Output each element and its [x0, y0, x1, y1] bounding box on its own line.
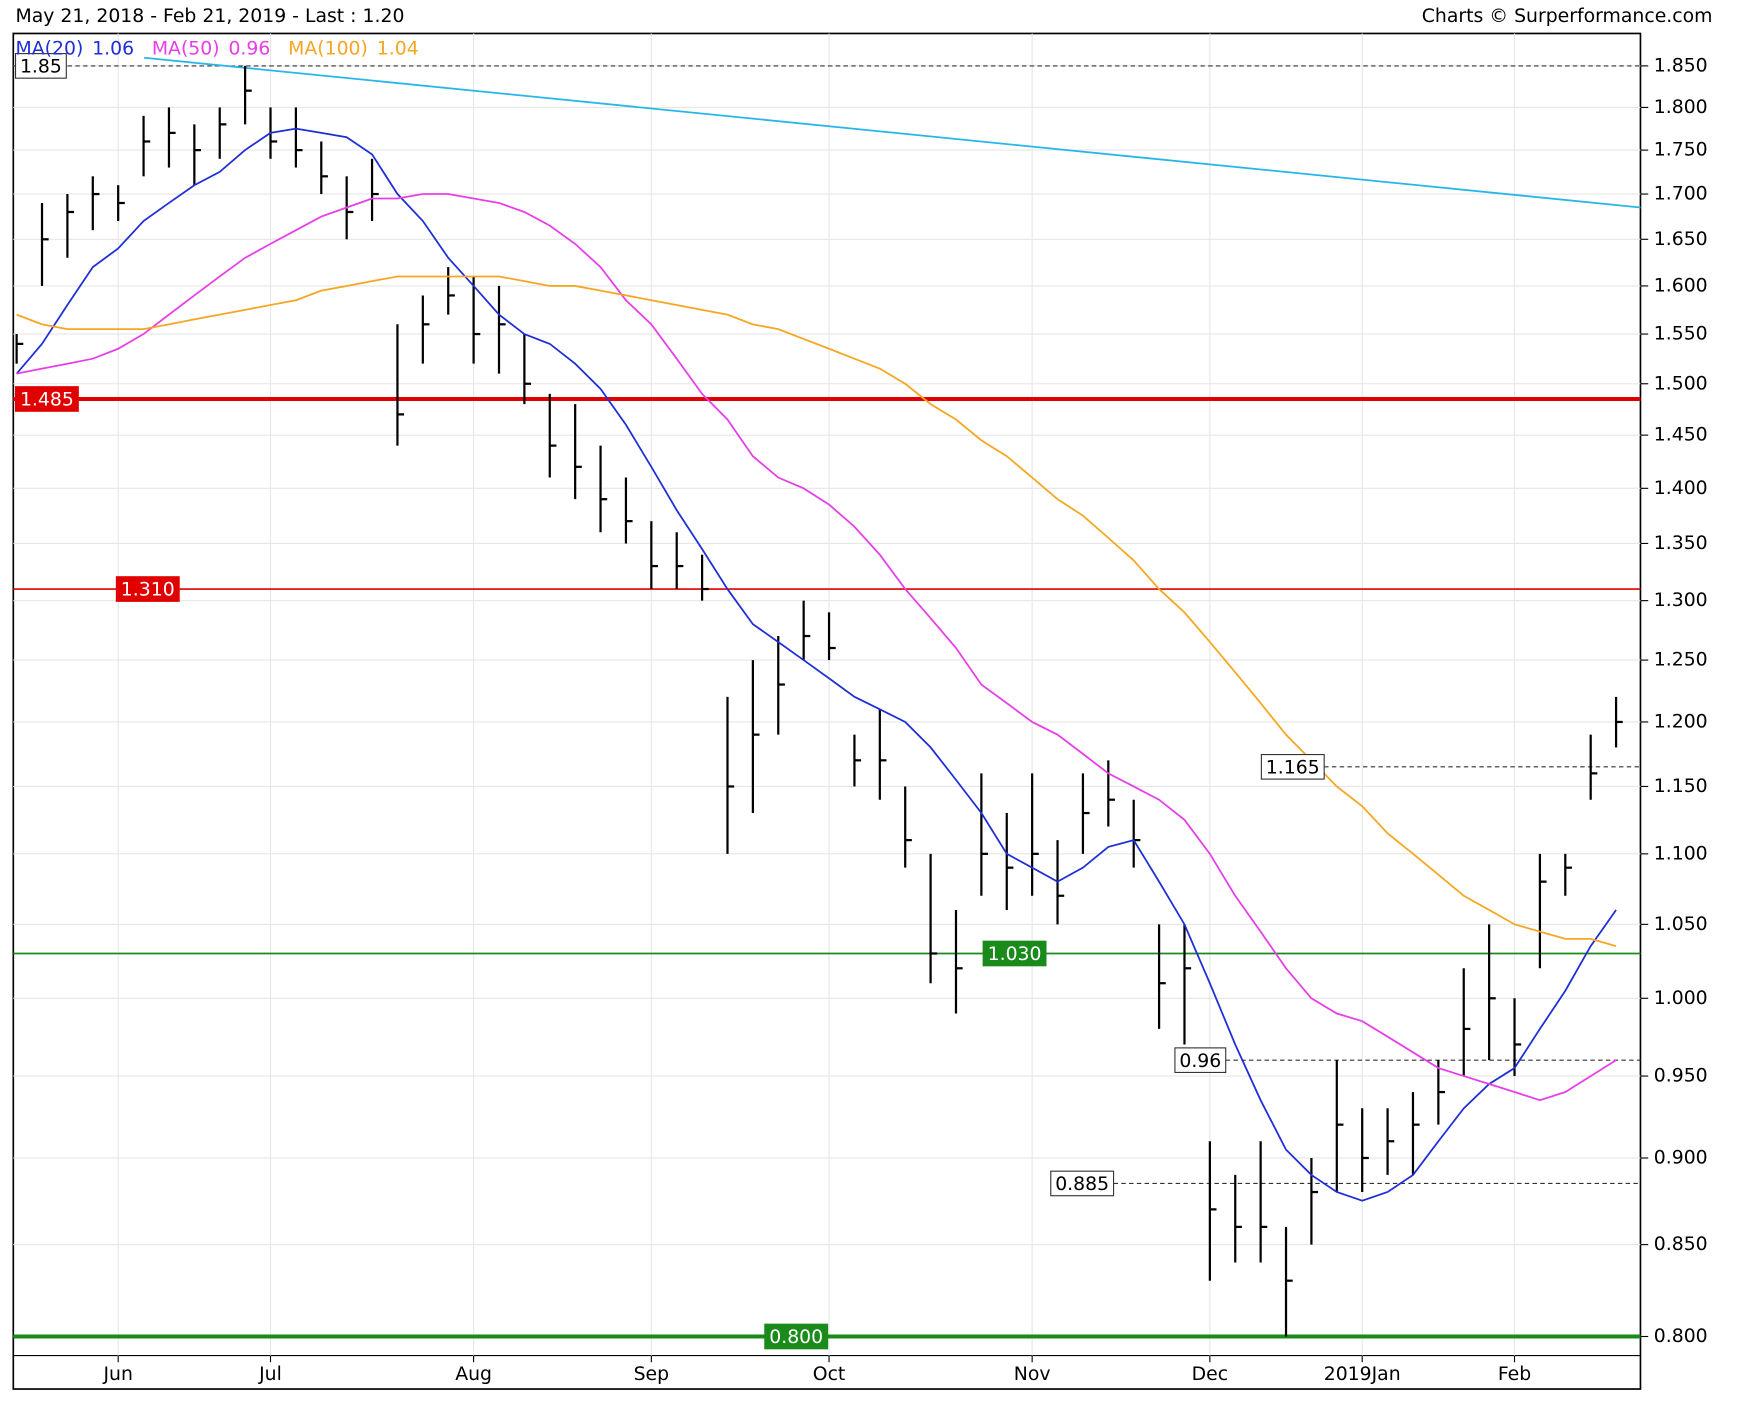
x-tick-label: Sep — [634, 1363, 669, 1385]
y-tick-label: 1.850 — [1654, 54, 1708, 76]
level-label-box — [1050, 1170, 1115, 1197]
y-tick-label: 1.050 — [1654, 913, 1708, 935]
level-label-box — [764, 1323, 829, 1350]
y-tick-label: 1.600 — [1654, 274, 1708, 296]
level-label: 0.800 — [764, 1323, 829, 1350]
level-label-box — [982, 940, 1047, 967]
level-label: 0.96 — [1174, 1047, 1227, 1073]
y-tick-label: 0.950 — [1654, 1064, 1708, 1086]
y-tick-label: 0.850 — [1654, 1233, 1708, 1255]
x-tick-label: Jul — [258, 1363, 282, 1385]
x-tick-label: Jun — [102, 1363, 132, 1385]
y-tick-label: 1.100 — [1654, 842, 1708, 864]
x-tick-label: Dec — [1192, 1363, 1228, 1385]
level-label: 1.310 — [115, 576, 180, 602]
level-label-text: 0.96 — [1179, 1050, 1221, 1072]
level-label: 1.030 — [982, 940, 1047, 967]
y-tick-label: 1.750 — [1654, 139, 1708, 161]
source: Charts © Surperformance.com — [1422, 5, 1713, 27]
ma-line — [15, 127, 1617, 1202]
x-tick-label: Oct — [813, 1363, 846, 1385]
level-label-box — [1174, 1047, 1227, 1073]
level-label-box — [14, 386, 79, 412]
level-label: 1.85 — [14, 53, 67, 79]
x-tick-label: Nov — [1014, 1363, 1051, 1385]
legend-name: MA(20) — [16, 38, 84, 60]
y-tick-label: 1.500 — [1654, 372, 1708, 394]
y-tick-label: 1.800 — [1654, 96, 1708, 118]
y-tick-label: 0.900 — [1654, 1146, 1708, 1168]
level-label-text: 1.85 — [20, 55, 62, 77]
y-tick-label: 1.450 — [1654, 424, 1708, 446]
level-label-box — [1260, 753, 1325, 780]
y-tick-label: 1.400 — [1654, 477, 1708, 499]
level-label-text: 1.310 — [121, 579, 175, 601]
y-tick-label: 1.250 — [1654, 649, 1708, 671]
level-label: 0.885 — [1050, 1170, 1115, 1197]
level-label-text: 1.165 — [1266, 756, 1320, 778]
x-tick-label: Aug — [455, 1363, 492, 1385]
ma-line — [16, 275, 1617, 947]
level-label-box — [14, 53, 67, 79]
legend-value: 0.96 — [228, 38, 270, 60]
plot-frame — [12, 32, 1642, 1390]
level-label: 1.485 — [14, 386, 79, 412]
y-tick-label: 1.550 — [1654, 323, 1708, 345]
x-tick-label: 2019Jan — [1324, 1363, 1401, 1385]
level-label-text: 0.885 — [1055, 1173, 1109, 1195]
ma-line — [16, 193, 1617, 1102]
chart-title: May 21, 2018 - Feb 21, 2019 - Last : 1.2… — [16, 5, 405, 27]
trend-line — [144, 56, 1641, 209]
level-label-box — [115, 576, 180, 602]
level-label-text: 0.800 — [769, 1326, 823, 1348]
y-tick-label: 1.000 — [1654, 987, 1708, 1009]
y-tick-label: 1.350 — [1654, 532, 1708, 554]
y-tick-label: 1.700 — [1654, 183, 1708, 205]
y-tick-label: 0.800 — [1654, 1325, 1708, 1347]
legend-name: MA(50) — [152, 38, 220, 60]
legend-name: MA(100) — [288, 38, 368, 60]
y-tick-label: 1.150 — [1654, 775, 1708, 797]
y-tick-label: 1.200 — [1654, 710, 1708, 732]
legend-value: 1.06 — [92, 38, 134, 60]
level-label-text: 1.030 — [988, 943, 1042, 965]
level-label-text: 1.485 — [20, 389, 74, 411]
legend-value: 1.04 — [377, 38, 419, 60]
level-label: 1.165 — [1260, 753, 1325, 780]
y-tick-label: 1.300 — [1654, 589, 1708, 611]
y-tick-label: 1.650 — [1654, 228, 1708, 250]
x-tick-label: Feb — [1498, 1363, 1531, 1385]
